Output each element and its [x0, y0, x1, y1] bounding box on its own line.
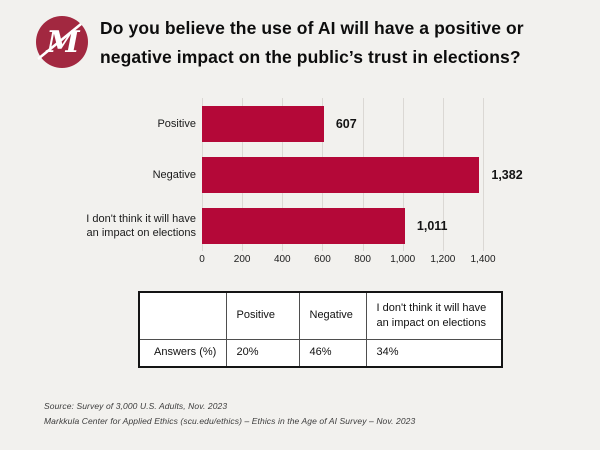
- table-row-answers: Answers (%) 20% 46% 34%: [138, 338, 503, 368]
- bar-value-label: 1,011: [416, 218, 448, 233]
- x-axis-tick-label: 1,200: [430, 254, 456, 265]
- category-label: Positive: [157, 117, 196, 130]
- page-title: Do you believe the use of AI will have a…: [100, 14, 580, 72]
- x-axis-tick-label: 0: [199, 254, 205, 265]
- bar-row: 1,382: [202, 149, 523, 200]
- markkula-logo: M: [36, 16, 88, 68]
- bar-value-label: 1,382: [491, 167, 523, 182]
- category-row: I don't think it will have an impact on …: [44, 200, 196, 251]
- bar-chart: Positive Negative I don't think it will ha…: [44, 98, 574, 267]
- bar: [202, 156, 480, 193]
- bar-row: 1,011: [202, 200, 483, 251]
- page-title-line2: negative impact on the public’s trust in…: [100, 47, 521, 67]
- chart-x-axis: 0 200 400 600 800 1,000 1,200 1,400: [199, 251, 495, 267]
- table-header-negative: Negative: [298, 291, 367, 340]
- bar-value-label: 607: [335, 116, 357, 131]
- category-label: I don't think it will have an impact on …: [86, 212, 196, 239]
- chart-rows: 607 1,382 1,011: [202, 98, 523, 251]
- x-axis-tick-label: 400: [273, 254, 291, 265]
- table-cell-no-impact: 34%: [365, 338, 503, 368]
- x-axis-tick-label: 800: [354, 254, 371, 265]
- category-row: Positive: [44, 98, 196, 149]
- table-header-no-impact: I don't think it will have an impact on …: [365, 291, 503, 340]
- table-cell-negative: 46%: [298, 338, 367, 368]
- source-line1: Source: Survey of 3,000 U.S. Adults, Nov…: [44, 401, 228, 411]
- bar: [202, 207, 405, 244]
- table-cell-positive: 20%: [225, 338, 300, 368]
- x-axis-tick-label: 600: [314, 254, 331, 265]
- x-axis-tick-label: 200: [233, 254, 251, 265]
- table-header-positive: Positive: [225, 291, 300, 340]
- x-axis-tick-label: 1,000: [390, 254, 416, 265]
- summary-table: Positive Negative I don't think it will …: [138, 291, 503, 368]
- table-header-row: Positive Negative I don't think it will …: [138, 291, 503, 340]
- table-row-label: Answers (%): [138, 338, 227, 368]
- table-corner-cell: [138, 291, 227, 340]
- source-attribution: Source: Survey of 3,000 U.S. Adults, Nov…: [44, 399, 415, 428]
- bar-row: 607: [202, 98, 483, 149]
- gridline: [483, 98, 484, 251]
- x-axis-tick-label: 1,400: [470, 254, 496, 265]
- chart-category-labels: Positive Negative I don't think it will ha…: [44, 98, 196, 251]
- markkula-logo-icon: M: [36, 16, 88, 68]
- chart-plot-area: 607 1,382 1,011: [202, 98, 523, 251]
- source-line2: Markkula Center for Applied Ethics (scu.…: [44, 415, 416, 426]
- page-title-line1: Do you believe the use of AI will have a…: [100, 18, 524, 38]
- bar: [202, 105, 324, 142]
- category-label: Negative: [152, 168, 196, 181]
- category-row: Negative: [44, 149, 196, 200]
